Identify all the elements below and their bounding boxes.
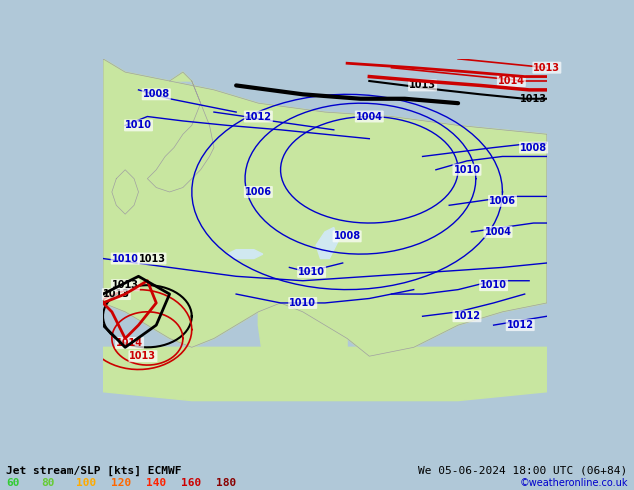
Polygon shape [112,170,138,214]
Polygon shape [258,294,347,383]
Text: ©weatheronline.co.uk: ©weatheronline.co.uk [519,478,628,488]
Polygon shape [147,72,214,192]
Polygon shape [227,250,262,259]
Text: Jet stream/SLP [kts] ECMWF: Jet stream/SLP [kts] ECMWF [6,466,182,475]
Polygon shape [191,223,271,276]
Text: 1010: 1010 [289,298,316,308]
Text: 1013: 1013 [138,253,165,264]
Text: 1010: 1010 [453,165,481,175]
Text: 1012: 1012 [245,112,272,122]
Text: We 05-06-2024 18:00 UTC (06+84): We 05-06-2024 18:00 UTC (06+84) [418,466,628,475]
Polygon shape [103,59,547,356]
Text: 1010: 1010 [112,253,139,264]
Text: 1014: 1014 [116,338,143,348]
Text: 1004: 1004 [484,227,512,237]
Text: 80: 80 [41,478,55,488]
Text: 1004: 1004 [356,112,383,122]
Text: 1013: 1013 [129,351,157,361]
Text: 1014: 1014 [498,76,525,86]
Text: 60: 60 [6,478,20,488]
Polygon shape [156,232,183,268]
Text: 180: 180 [216,478,236,488]
Text: 1008: 1008 [143,89,170,99]
Text: 1006: 1006 [489,196,516,206]
Text: 1013: 1013 [112,280,139,290]
Text: 1010: 1010 [298,267,325,277]
Text: 1013: 1013 [103,289,130,299]
Polygon shape [103,347,547,401]
Text: 140: 140 [146,478,166,488]
Text: 1010: 1010 [125,121,152,130]
Text: 100: 100 [76,478,96,488]
Text: 1010: 1010 [480,280,507,290]
Text: 1008: 1008 [333,231,361,242]
Polygon shape [112,241,152,276]
Text: 1008: 1008 [520,143,547,152]
Text: 160: 160 [181,478,201,488]
Text: 1013: 1013 [409,80,436,91]
Text: 120: 120 [111,478,131,488]
Text: 1012: 1012 [453,311,481,321]
Text: 1013: 1013 [533,63,560,73]
Text: 1006: 1006 [245,187,272,197]
Text: 1013: 1013 [520,94,547,104]
Polygon shape [316,227,339,259]
Text: 1012: 1012 [507,320,534,330]
